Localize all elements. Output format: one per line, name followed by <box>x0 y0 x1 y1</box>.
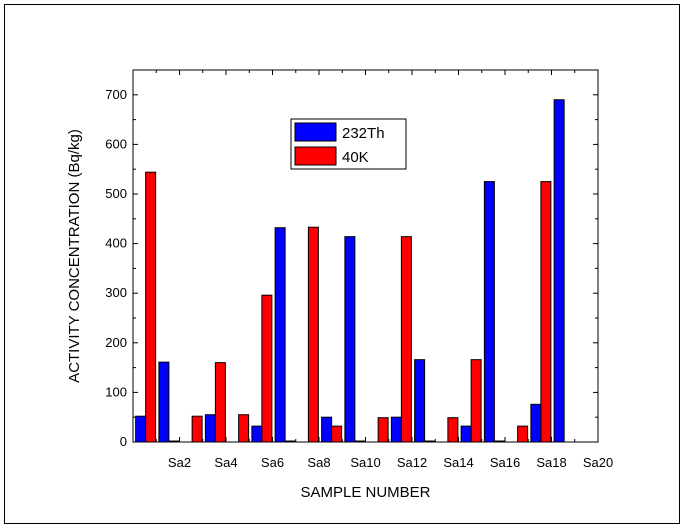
x-axis-label: SAMPLE NUMBER <box>300 484 430 501</box>
x-tick-label: Sa20 <box>583 455 613 470</box>
bar-40k-sa18 <box>540 181 552 443</box>
x-tick-label: Sa16 <box>490 455 520 470</box>
y-tick-label: 0 <box>120 434 127 449</box>
bar-40k-sa6 <box>261 294 273 443</box>
bar-232th-sa16 <box>483 181 495 443</box>
x-tick-label: Sa2 <box>168 455 191 470</box>
y-tick-label: 200 <box>105 335 127 350</box>
bar-40k-sa8 <box>307 226 319 443</box>
bar-232th-sa9 <box>321 416 333 443</box>
bar-232th-sa15 <box>460 425 472 443</box>
legend-swatch-232th <box>294 122 337 142</box>
bar-40k-sa4 <box>214 362 226 443</box>
x-tick-label: Sa4 <box>214 455 237 470</box>
legend-label-232th: 232Th <box>342 125 385 142</box>
bar-40k-sa12 <box>400 236 412 443</box>
x-axis-ticks: Sa2 Sa4 Sa6 Sa8 Sa10 Sa12 Sa14 Sa16 Sa18 Sa20 <box>132 70 613 470</box>
bar-232th-sa13 <box>414 359 426 443</box>
y-tick-label: 700 <box>105 87 127 102</box>
bar-40k-sa3 <box>191 415 203 443</box>
bar-40k-sa17 <box>517 425 529 443</box>
bar-232th-sa18 <box>530 403 542 443</box>
bar-232th-sa4 <box>204 414 216 443</box>
y-tick-label: 100 <box>105 384 127 399</box>
bar-40k-sa11 <box>377 417 389 443</box>
y-tick-label: 300 <box>105 285 127 300</box>
x-tick-label: Sa18 <box>536 455 566 470</box>
y-axis-ticks: 0 100 200 300 400 500 600 700 <box>105 69 598 449</box>
legend-swatch-40k <box>294 146 337 166</box>
legend: 232Th 40K <box>290 118 407 170</box>
bar-232th-sa12 <box>390 416 402 443</box>
legend-label-40k: 40K <box>342 149 369 166</box>
bar-40k-sa9 <box>331 425 343 443</box>
y-tick-label: 500 <box>105 186 127 201</box>
x-tick-label: Sa8 <box>307 455 330 470</box>
x-tick-label: Sa14 <box>443 455 473 470</box>
y-tick-label: 600 <box>105 136 127 151</box>
x-tick-label: Sa10 <box>350 455 380 470</box>
bar-40k-sa15 <box>470 359 482 443</box>
y-tick-label: 400 <box>105 236 127 251</box>
bar-232th-sa2 <box>158 361 170 443</box>
bar-232th-sa7 <box>274 227 286 443</box>
bar-40k-sa14 <box>447 417 459 443</box>
bar-232th-sa1 <box>135 415 147 443</box>
y-axis-label: ACTIVITY CONCENTRATION (Bq/kg) <box>66 129 83 383</box>
bar-232th-sa6 <box>251 425 263 443</box>
bar-40k-sa5 <box>238 414 250 443</box>
bar-232th-sa19 <box>553 99 565 443</box>
bar-232th-sa10 <box>344 236 356 443</box>
x-tick-label: Sa6 <box>261 455 284 470</box>
bar-40k-sa1 <box>145 171 157 443</box>
x-tick-label: Sa12 <box>397 455 427 470</box>
